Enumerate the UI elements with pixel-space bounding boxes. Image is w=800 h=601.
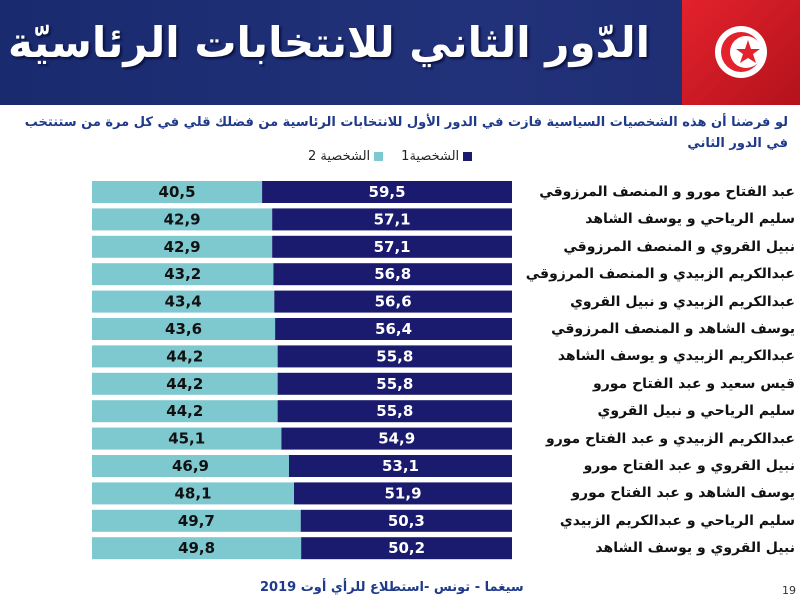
data-label-series-1-10: 53,1 [382, 457, 419, 475]
data-label-series-1-0: 59,5 [369, 183, 406, 201]
bar-series-2-10 [92, 455, 289, 477]
category-label-9: عبدالكريم الزبيدي و عبد الفتاح مورو [546, 430, 795, 447]
data-label-series-1-3: 56,8 [374, 265, 411, 283]
page-title: الدّور الثاني للانتخابات الرئاسيّة [7, 18, 650, 67]
bar-series-1-8 [277, 400, 512, 423]
category-label-6: عبدالكريم الزبيدي و يوسف الشاهد [557, 348, 795, 365]
data-label-series-2-4: 43,4 [165, 293, 202, 311]
data-label-series-1-1: 57,1 [374, 210, 411, 228]
legend-label-series-1: الشخصية1 [401, 148, 460, 164]
bar-series-2-1 [92, 208, 273, 231]
data-label-series-1-5: 56,4 [375, 320, 412, 338]
chart-legend: الشخصية1 الشخصية 2 [290, 146, 473, 166]
data-label-series-2-0: 40,5 [159, 183, 196, 201]
category-label-8: سليم الرياحي و نبيل القروي [597, 403, 795, 420]
bar-series-2-13 [92, 537, 302, 560]
legend-item-series-2: الشخصية 2 [308, 148, 384, 164]
data-label-series-2-13: 49,8 [178, 539, 215, 557]
legend-swatch-series-1 [463, 151, 473, 161]
bar-series-1-11 [294, 482, 512, 505]
header-banner [0, 0, 800, 105]
data-label-series-2-7: 44,2 [166, 375, 203, 393]
bar-series-1-5 [275, 318, 512, 340]
legend-swatch-series-2 [374, 151, 384, 161]
category-label-12: سليم الرياحي و عبدالكريم الزبيدي [559, 512, 795, 529]
bar-series-1-3 [273, 263, 512, 286]
bar-series-2-5 [92, 318, 276, 340]
footer-source: سيغما - تونس -استطلاع للرأي أوت 2019 [260, 580, 524, 595]
bar-series-1-10 [288, 455, 512, 477]
category-label-11: يوسف الشاهد و عبد الفتاح مورو [571, 485, 795, 502]
data-label-series-1-11: 51,9 [385, 484, 422, 502]
category-label-2: نبيل القروي و المنصف المرزوقي [563, 238, 795, 255]
bar-series-1-7 [277, 372, 512, 395]
data-label-series-2-11: 48,1 [175, 484, 212, 502]
legend-item-series-1: الشخصية1 [401, 148, 473, 164]
bar-series-1-9 [281, 427, 512, 450]
data-label-series-1-6: 55,8 [376, 347, 413, 365]
bar-series-1-1 [272, 208, 512, 231]
data-label-series-2-9: 45,1 [168, 430, 205, 448]
bar-series-2-2 [92, 235, 273, 258]
category-label-1: سليم الرياحي و يوسف الشاهد [585, 211, 795, 228]
data-label-series-1-2: 57,1 [374, 238, 411, 256]
bar-series-2-7 [92, 372, 278, 395]
data-label-series-1-9: 54,9 [378, 430, 415, 448]
data-label-series-2-12: 49,7 [178, 512, 215, 530]
data-label-series-2-3: 43,2 [164, 265, 201, 283]
category-label-4: عبدالكريم الزبيدي و نبيل القروي [570, 293, 795, 310]
data-label-series-2-6: 44,2 [166, 347, 203, 365]
data-label-series-1-8: 55,8 [376, 402, 413, 420]
category-label-3: عبدالكريم الزبيدي و المنصف المرزوقي [525, 266, 795, 283]
category-label-10: نبيل القروي و عبد الفتاح مورو [583, 458, 795, 474]
bar-series-2-4 [92, 290, 275, 313]
bar-series-2-8 [92, 400, 278, 423]
bar-series-2-11 [92, 482, 295, 505]
data-label-series-2-1: 42,9 [164, 210, 201, 228]
category-label-5: يوسف الشاهد و المنصف المرزوقي [551, 321, 795, 337]
data-label-series-1-4: 56,6 [375, 293, 412, 311]
data-label-series-1-7: 55,8 [376, 375, 413, 393]
legend-label-series-2: الشخصية 2 [308, 148, 371, 164]
bar-series-2-9 [92, 427, 282, 450]
flag-emblem [715, 26, 767, 78]
bar-series-2-0 [92, 181, 263, 203]
bar-series-1-4 [274, 290, 512, 313]
survey-question: لو فرضنا أن هذه الشخصيات السياسية فازت ف… [24, 115, 788, 151]
bar-series-1-13 [301, 537, 512, 560]
bar-series-1-12 [300, 509, 512, 532]
bar-series-1-0 [262, 181, 512, 203]
bar-series-1-2 [272, 235, 512, 258]
category-label-13: نبيل القروي و يوسف الشاهد [595, 540, 795, 557]
data-label-series-2-2: 42,9 [164, 238, 201, 256]
bar-series-2-6 [92, 345, 278, 368]
data-label-series-2-10: 46,9 [172, 457, 209, 475]
data-label-series-2-5: 43,6 [165, 320, 202, 338]
page-number: 19 [782, 584, 796, 597]
bar-series-2-12 [92, 509, 301, 532]
data-label-series-2-8: 44,2 [166, 402, 203, 420]
bar-series-2-3 [92, 263, 274, 286]
bar-series-1-6 [277, 345, 512, 368]
category-label-0: عبد الفتاح مورو و المنصف المرزوقي [539, 184, 795, 200]
tunisia-flag-icon [682, 0, 800, 105]
category-label-7: قيس سعيد و عبد الفتاح مورو [593, 375, 795, 392]
data-label-series-1-13: 50,2 [388, 539, 425, 557]
data-label-series-1-12: 50,3 [388, 512, 425, 530]
